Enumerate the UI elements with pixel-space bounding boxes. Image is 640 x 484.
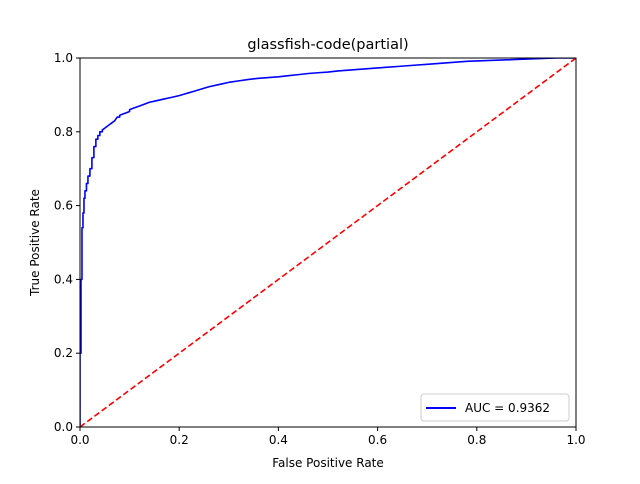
y-tick-label: 0.6 <box>54 199 73 213</box>
series-layer <box>80 58 576 427</box>
x-axis: 0.0 0.2 0.4 0.6 0.8 1.0 <box>70 427 586 447</box>
x-tick-label: 0.4 <box>269 433 288 447</box>
chart-title: glassfish-code(partial) <box>247 37 408 53</box>
x-tick-label: 0.0 <box>70 433 89 447</box>
y-tick-label: 0.2 <box>54 346 73 360</box>
roc-curve-line <box>80 58 576 427</box>
x-tick-label: 0.8 <box>467 433 486 447</box>
chance-diagonal-line <box>80 58 576 427</box>
plot-frame <box>79 57 577 428</box>
y-tick-label: 0.0 <box>54 420 73 434</box>
x-axis-label: False Positive Rate <box>272 456 384 470</box>
x-tick-label: 0.2 <box>170 433 189 447</box>
legend: AUC = 0.9362 <box>420 393 570 422</box>
legend-label: AUC = 0.9362 <box>465 401 550 415</box>
legend-box <box>420 393 570 422</box>
plot-area <box>80 58 576 427</box>
y-tick-label: 0.8 <box>54 125 73 139</box>
y-tick-label: 0.4 <box>54 272 73 286</box>
x-tick-label: 1.0 <box>566 433 585 447</box>
y-axis: 0.0 0.2 0.4 0.6 0.8 1.0 <box>54 51 80 434</box>
y-tick-label: 1.0 <box>54 51 73 65</box>
x-tick-label: 0.6 <box>368 433 387 447</box>
y-axis-label: True Positive Rate <box>28 189 42 297</box>
